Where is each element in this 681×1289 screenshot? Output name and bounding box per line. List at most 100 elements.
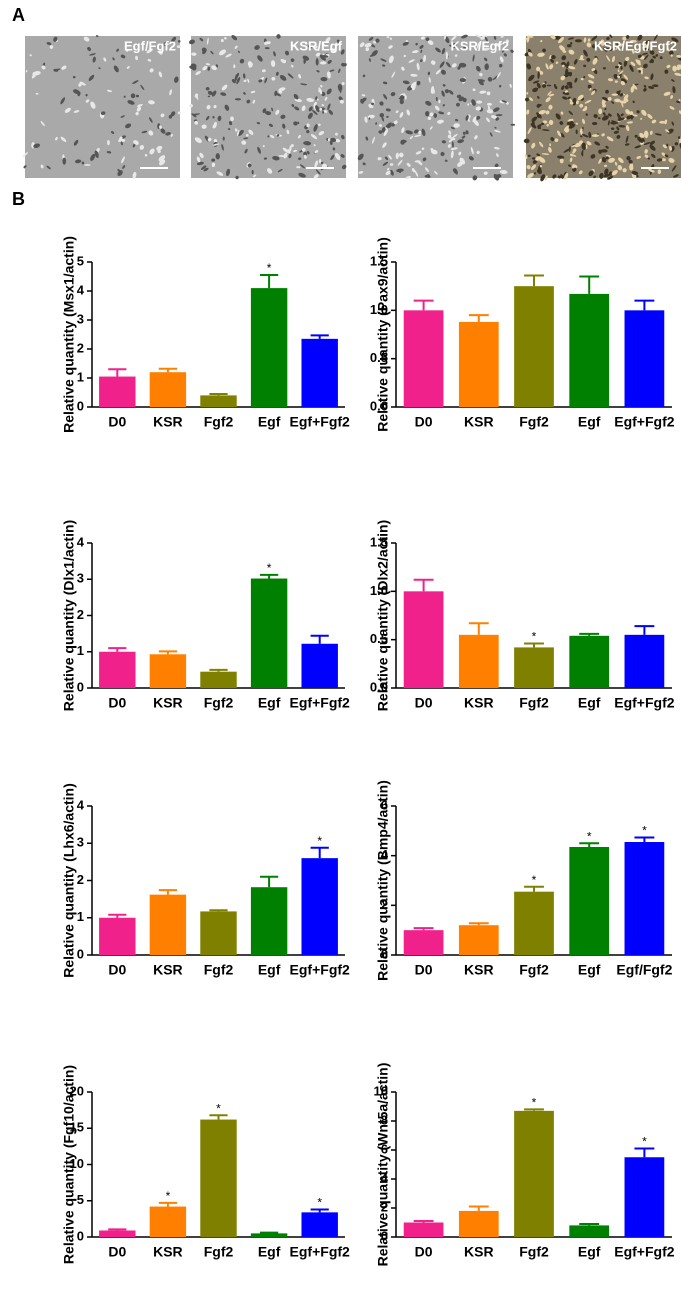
bar bbox=[625, 842, 665, 955]
x-tick-label: Egf+Fgf2 bbox=[614, 414, 674, 430]
y-tick-label: 3 bbox=[77, 571, 84, 586]
bar bbox=[569, 1225, 609, 1237]
y-axis-label: Relative quantity (Wnt5a/actin) bbox=[375, 1063, 391, 1267]
image-label: KSR/Fgf2 bbox=[451, 38, 510, 53]
bar bbox=[301, 644, 337, 688]
bar bbox=[150, 654, 186, 688]
bar bbox=[625, 310, 665, 407]
y-tick-label: 3 bbox=[77, 835, 84, 850]
bar bbox=[514, 892, 554, 955]
panel-label: B bbox=[12, 189, 25, 209]
significance-mark: * bbox=[317, 834, 322, 848]
y-tick-label: 5 bbox=[77, 253, 84, 268]
x-tick-label: Fgf2 bbox=[204, 962, 234, 978]
x-tick-label: Fgf2 bbox=[519, 962, 549, 978]
bar bbox=[301, 339, 337, 407]
cell bbox=[476, 100, 482, 103]
x-tick-label: Egf bbox=[578, 414, 601, 430]
bar bbox=[404, 930, 444, 955]
bar bbox=[514, 647, 554, 688]
x-tick-label: KSR bbox=[153, 695, 183, 711]
y-tick-label: 4 bbox=[77, 282, 85, 297]
bar bbox=[99, 377, 135, 407]
y-axis-label: Relative quantity (Pax9/actin) bbox=[375, 237, 391, 432]
y-axis-label: Relative quantity (Dlx2/actin) bbox=[375, 520, 391, 711]
x-tick-label: Egf+Fgf2 bbox=[614, 1244, 674, 1260]
x-tick-label: Egf bbox=[258, 1244, 281, 1260]
bar bbox=[99, 918, 135, 955]
x-tick-label: Egf bbox=[578, 962, 601, 978]
y-tick-label: 2 bbox=[77, 340, 84, 355]
y-tick-label: 5 bbox=[77, 1192, 84, 1207]
micrograph: KSR/Egf/Fgf2 bbox=[524, 34, 681, 182]
y-axis-label: Relative quantity (Fgf10/actin) bbox=[61, 1065, 77, 1264]
x-tick-label: KSR bbox=[153, 962, 183, 978]
image-background bbox=[25, 36, 180, 178]
cell bbox=[252, 170, 254, 174]
bar bbox=[200, 1120, 236, 1237]
y-tick-label: 0 bbox=[77, 1228, 84, 1243]
significance-mark: * bbox=[532, 1096, 537, 1110]
y-tick-label: 4 bbox=[77, 797, 85, 812]
x-tick-label: Fgf2 bbox=[519, 414, 549, 430]
bar bbox=[251, 1233, 287, 1237]
x-tick-label: Egf+Fgf2 bbox=[290, 695, 350, 711]
y-tick-label: 0 bbox=[77, 679, 84, 694]
x-tick-label: Fgf2 bbox=[519, 695, 549, 711]
x-tick-label: D0 bbox=[415, 1244, 433, 1260]
bar bbox=[569, 294, 609, 407]
y-tick-label: 4 bbox=[77, 534, 85, 549]
bar bbox=[99, 652, 135, 688]
significance-mark: * bbox=[166, 1189, 171, 1203]
bar bbox=[459, 322, 499, 407]
cell bbox=[635, 135, 638, 138]
cell bbox=[592, 122, 597, 125]
x-tick-label: Egf bbox=[258, 695, 281, 711]
x-tick-label: Egf/Fgf2 bbox=[616, 962, 672, 978]
x-tick-label: D0 bbox=[108, 695, 126, 711]
x-tick-label: D0 bbox=[415, 414, 433, 430]
bar bbox=[251, 288, 287, 407]
cell bbox=[223, 137, 225, 141]
x-tick-label: Egf bbox=[578, 1244, 601, 1260]
bar bbox=[459, 1211, 499, 1237]
x-tick-label: KSR bbox=[464, 962, 494, 978]
x-tick-label: D0 bbox=[108, 1244, 126, 1260]
significance-mark: * bbox=[587, 829, 592, 843]
y-axis-label: Relative quantity (Msx1/actin) bbox=[61, 236, 77, 433]
micrograph: Egf/Fgf2 bbox=[22, 35, 181, 179]
bar bbox=[459, 635, 499, 688]
bar bbox=[459, 925, 499, 955]
x-tick-label: D0 bbox=[415, 695, 433, 711]
significance-mark: * bbox=[216, 1101, 221, 1115]
cell bbox=[107, 140, 110, 145]
x-tick-label: Fgf2 bbox=[204, 695, 234, 711]
x-tick-label: KSR bbox=[153, 414, 183, 430]
micrograph: KSR/Egf bbox=[188, 34, 347, 180]
image-label: KSR/Egf/Fgf2 bbox=[594, 38, 677, 53]
x-tick-label: KSR bbox=[153, 1244, 183, 1260]
bar bbox=[251, 579, 287, 688]
bar bbox=[404, 1223, 444, 1238]
y-axis-label: Relative quantity (Lhx6/actin) bbox=[61, 783, 77, 977]
x-tick-label: Egf+Fgf2 bbox=[290, 414, 350, 430]
cell bbox=[460, 78, 466, 82]
bar bbox=[404, 310, 444, 407]
bar bbox=[569, 847, 609, 955]
x-tick-label: D0 bbox=[415, 962, 433, 978]
bar bbox=[404, 591, 444, 688]
y-tick-label: 3 bbox=[77, 311, 84, 326]
x-tick-label: KSR bbox=[464, 1244, 494, 1260]
significance-mark: * bbox=[267, 261, 272, 275]
x-tick-label: Egf+Fgf2 bbox=[614, 695, 674, 711]
y-tick-label: 0 bbox=[77, 398, 84, 413]
y-tick-label: 0 bbox=[77, 946, 84, 961]
y-tick-label: 2 bbox=[77, 607, 84, 622]
y-axis-label: Relative quantity (Bmp4/actin) bbox=[375, 780, 391, 981]
bar bbox=[301, 858, 337, 955]
x-tick-label: Egf bbox=[578, 695, 601, 711]
figure: A B Egf/Fgf2KSR/EgfKSR/Fgf2KSR/Egf/Fgf20… bbox=[0, 0, 681, 1289]
bar bbox=[150, 1207, 186, 1237]
y-tick-label: 1 bbox=[77, 369, 84, 384]
x-tick-label: Fgf2 bbox=[519, 1244, 549, 1260]
